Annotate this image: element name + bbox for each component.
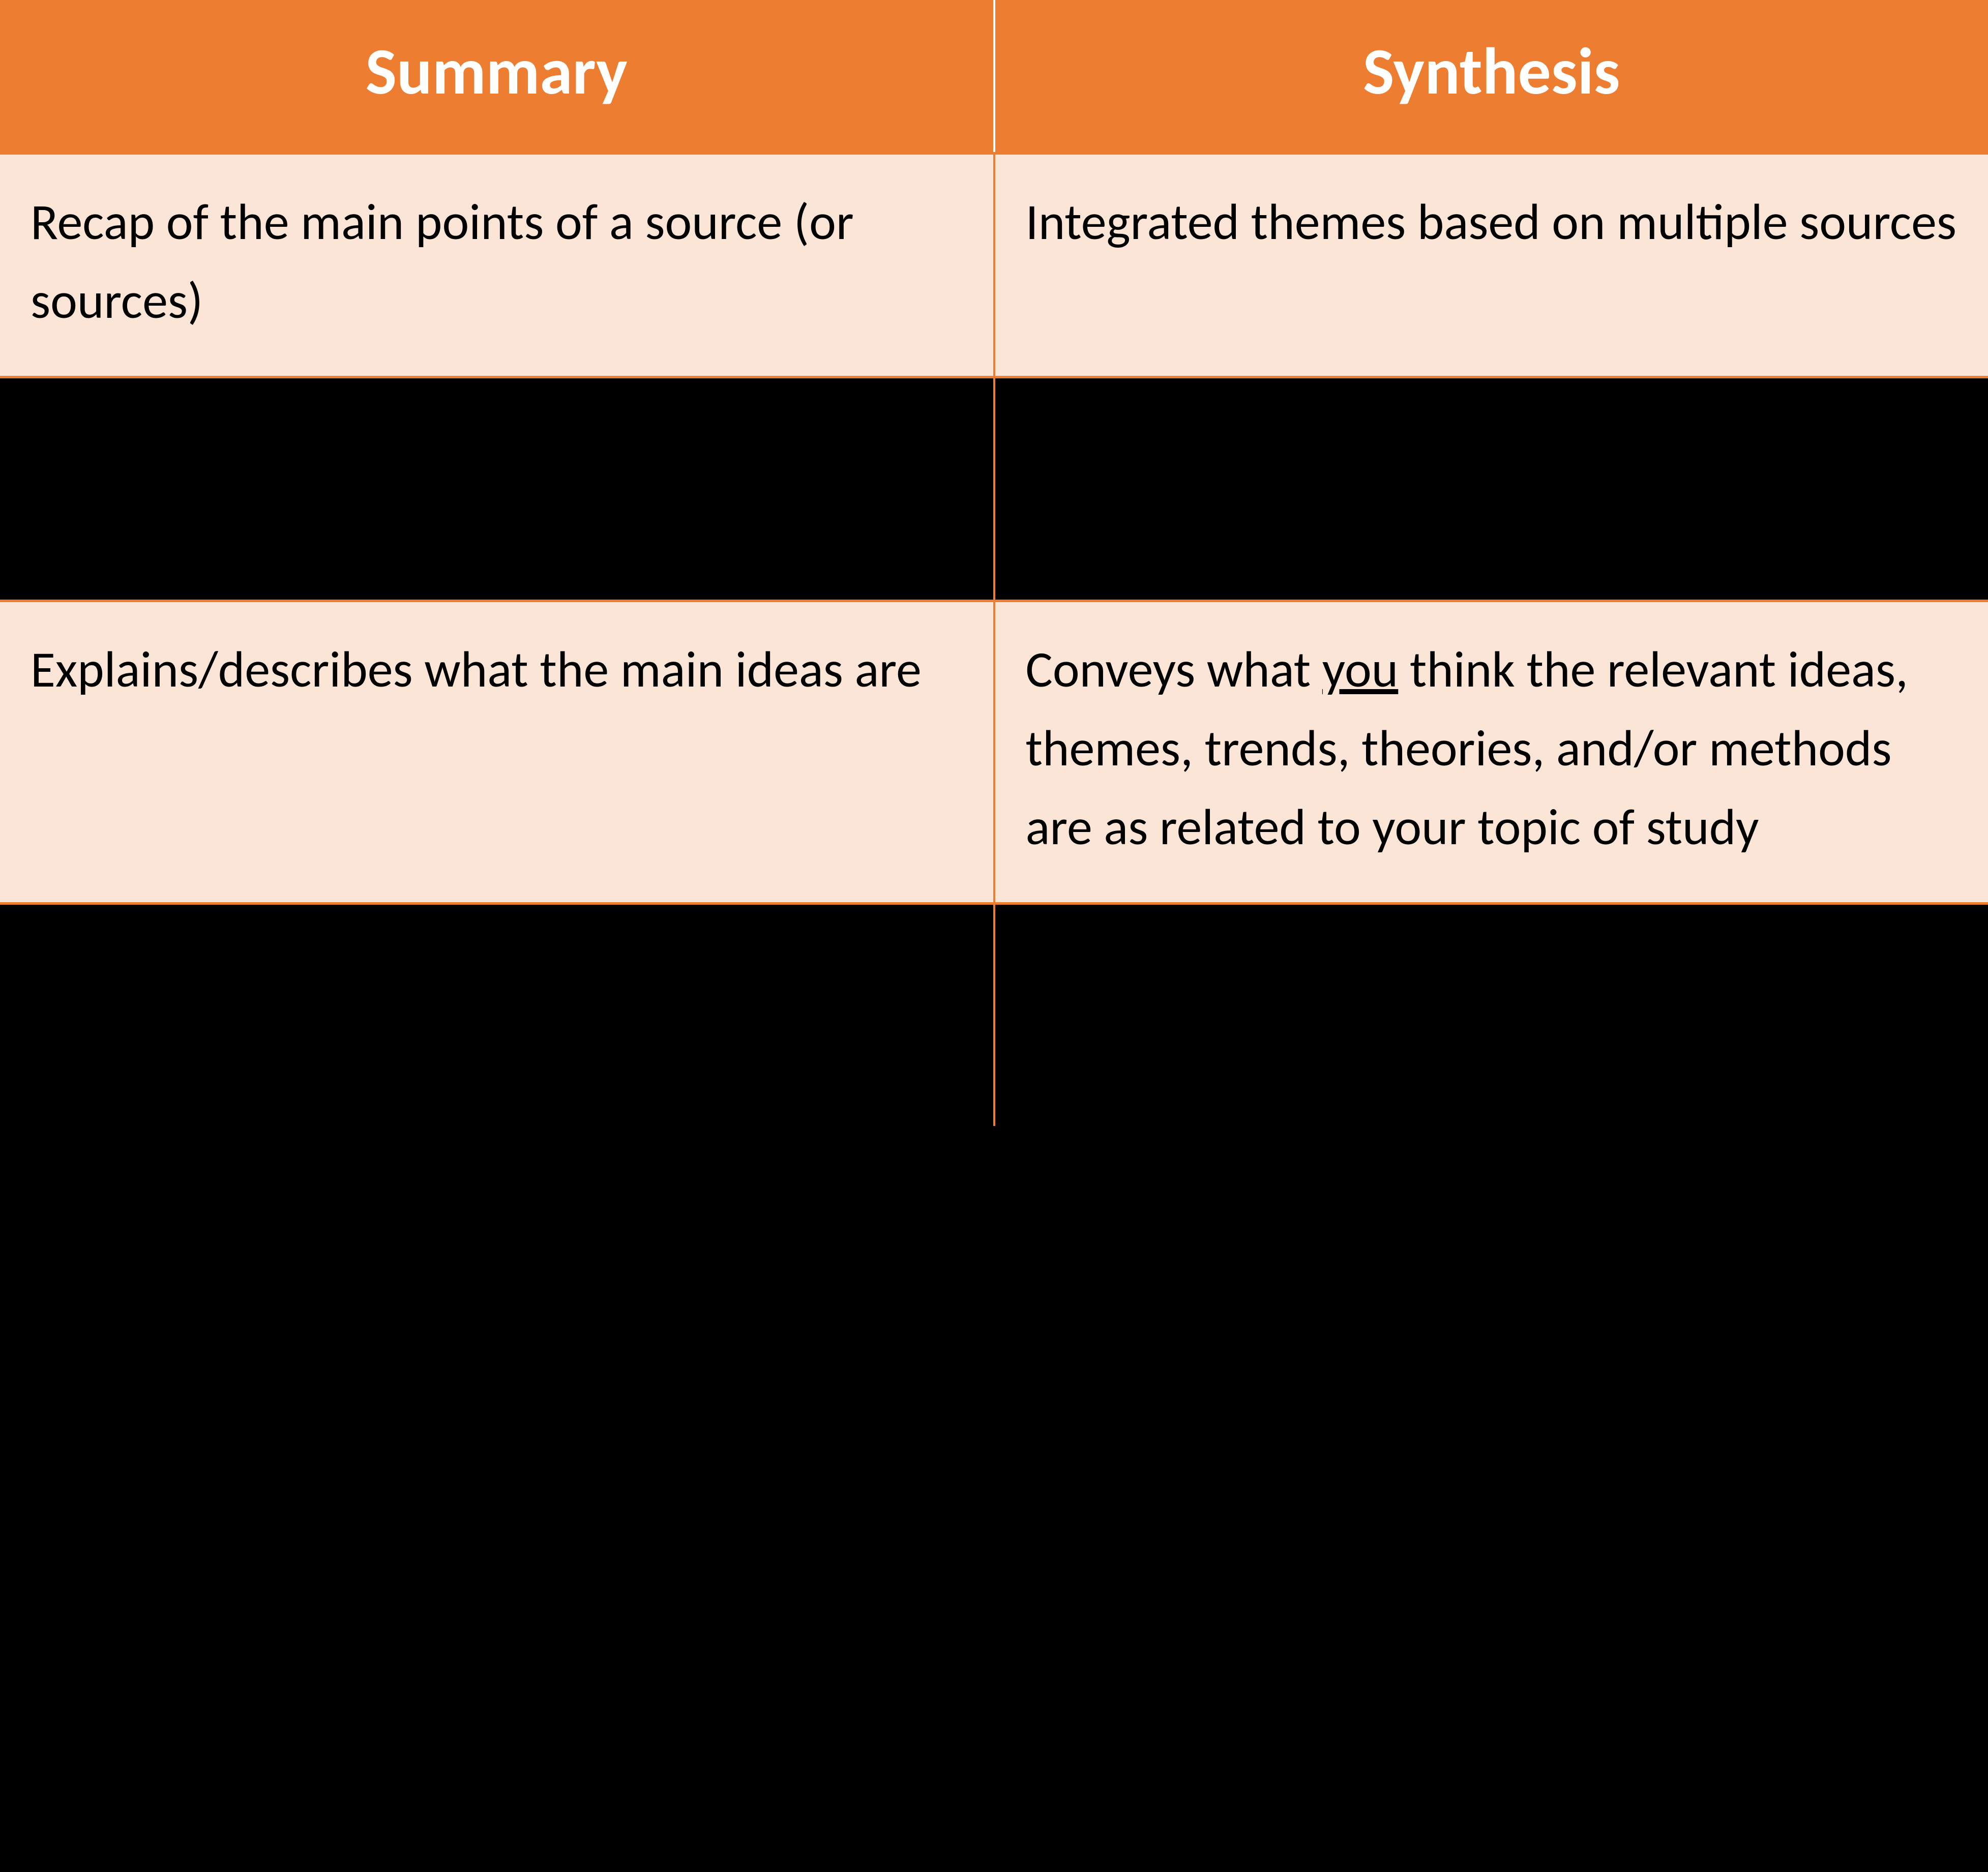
comparison-table: Summary Synthesis Recap of the main poin… [0,0,1988,1126]
table-row: Brief statement of main points of a sour… [0,377,1988,601]
cell-summary-3: Explains/describes what the main ideas a… [0,601,994,904]
comparison-table-container: Summary Synthesis Recap of the main poin… [0,0,1988,1126]
table-row: Recap of the main points of a source (or… [0,154,1988,377]
table-row: Accurate and fair representation of the … [0,904,1988,1126]
emphasized-word: you [1322,638,1398,700]
cell-synthesis-4: Your interpretation of what themes exist… [994,904,1988,1126]
table-header-row: Summary Synthesis [0,0,1988,154]
cell-summary-4: Accurate and fair representation of the … [0,904,994,1126]
cell-summary-1: Recap of the main points of a source (or… [0,154,994,377]
table-row: Explains/describes what the main ideas a… [0,601,1988,904]
bottom-black-band [0,1126,1988,1258]
cell-synthesis-1: Integrated themes based on multiple sour… [994,154,1988,377]
cell-synthesis-2: Implies relationships by combining theme… [994,377,1988,601]
cell-summary-2: Brief statement of main points of a sour… [0,377,994,601]
header-summary: Summary [0,0,994,154]
header-synthesis: Synthesis [994,0,1988,154]
cell-synthesis-3: Conveys what you think the relevant idea… [994,601,1988,904]
